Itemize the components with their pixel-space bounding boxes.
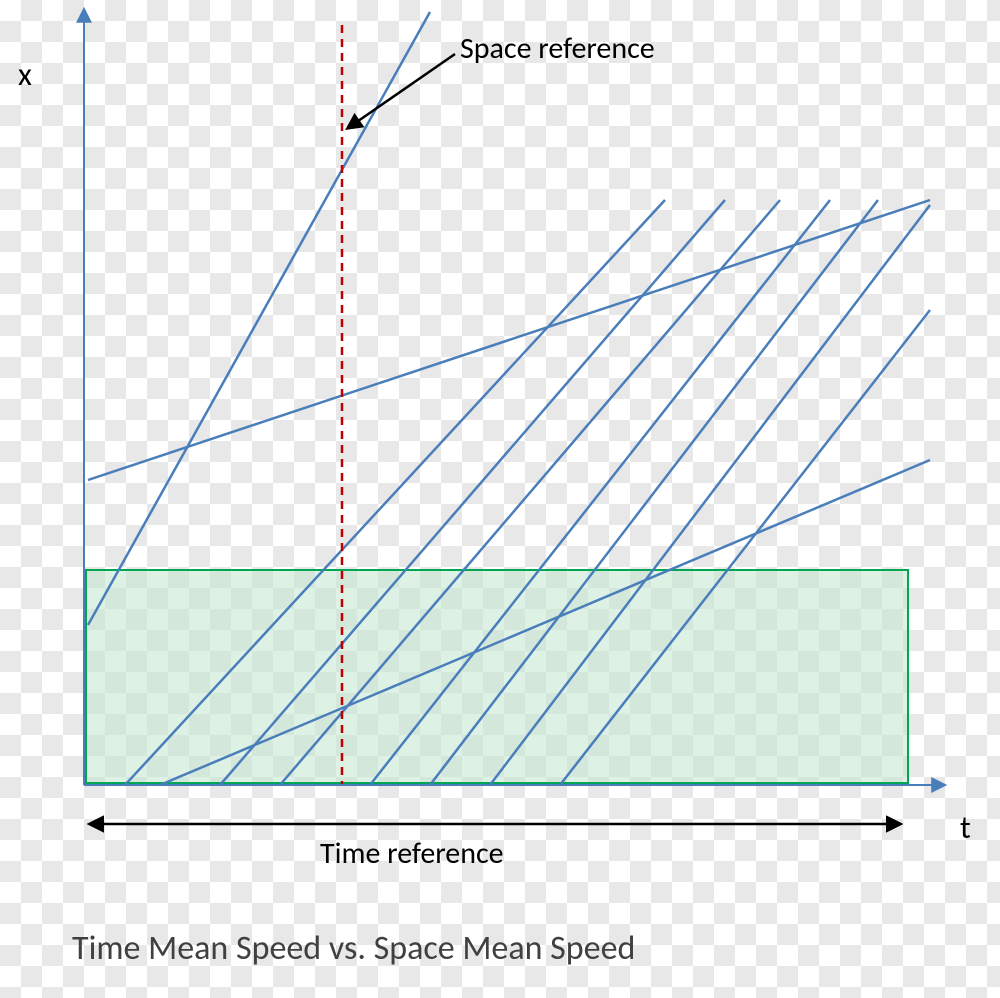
diagram-caption: Time Mean Speed vs. Space Mean Speed [72, 928, 635, 969]
x-axis-label: t [960, 808, 971, 847]
space-reference-label: Space reference [460, 30, 655, 67]
trajectory-line [88, 12, 430, 625]
diagram-container: t x Space reference Time reference Time … [0, 0, 1000, 998]
time-reference-region [86, 570, 908, 783]
y-axis-label: x [18, 55, 32, 94]
time-reference-label: Time reference [320, 835, 504, 872]
trajectory-line [88, 200, 930, 480]
